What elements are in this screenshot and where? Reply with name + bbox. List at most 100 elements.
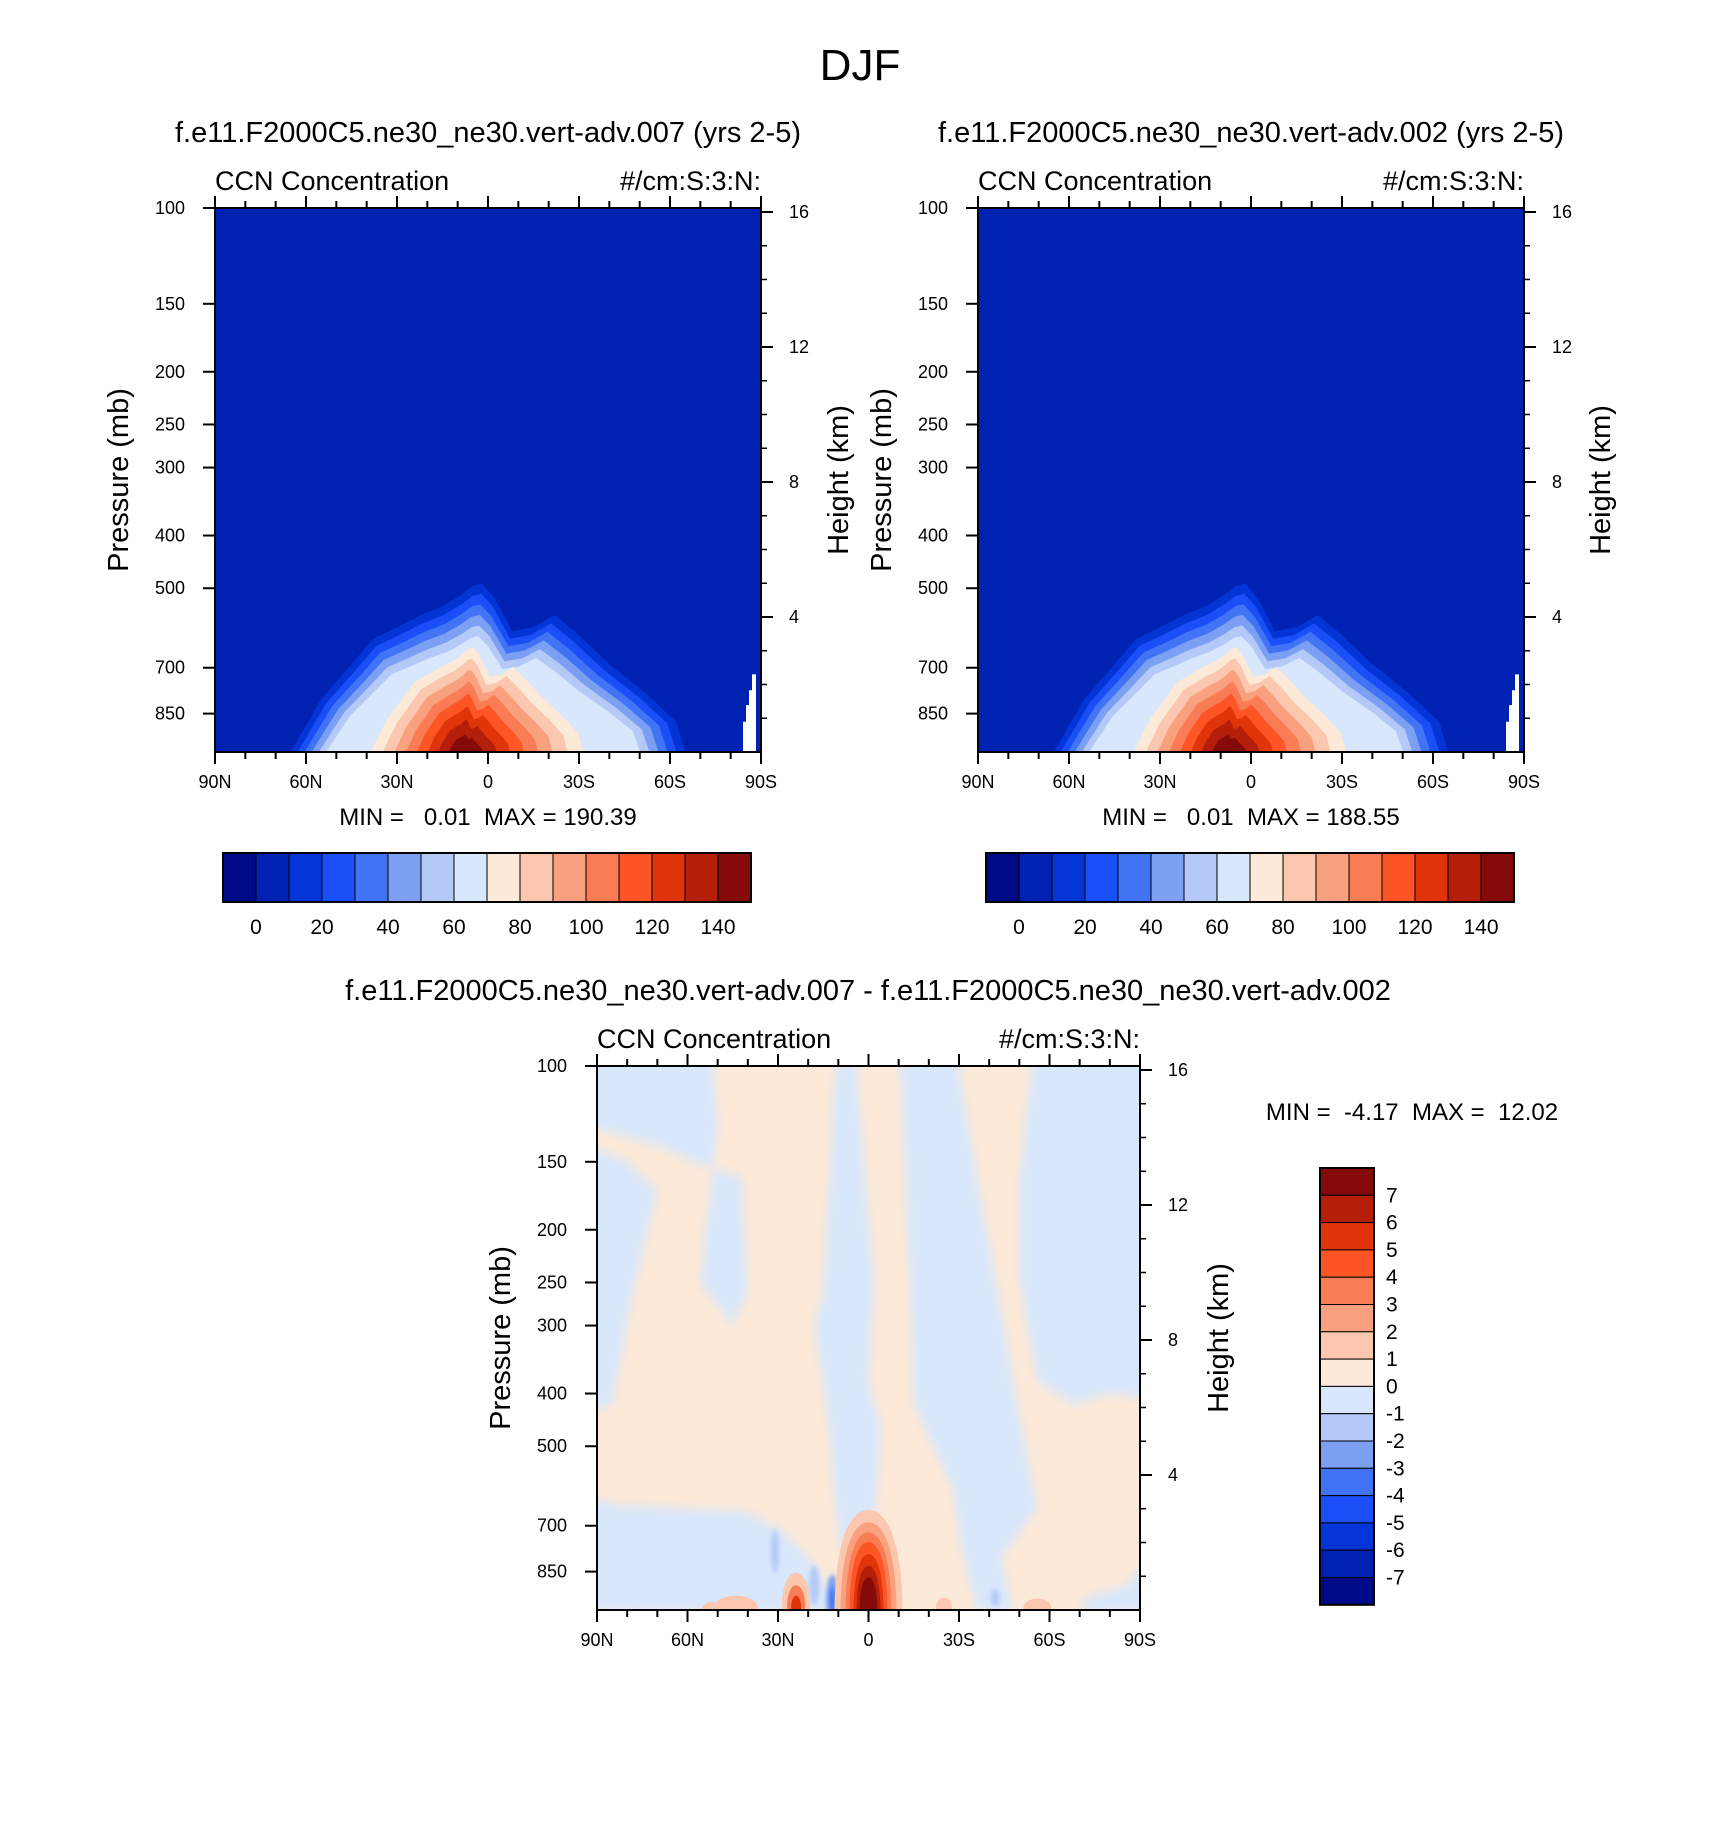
y-tick-label: 200 bbox=[537, 1220, 567, 1240]
x-tick-label: 90S bbox=[745, 772, 777, 792]
x-tick-label: 90S bbox=[1508, 772, 1540, 792]
colorbar-box bbox=[420, 852, 455, 903]
y-tick-label: 300 bbox=[918, 458, 948, 478]
colorbar-box bbox=[1084, 852, 1119, 903]
colorbar-box bbox=[1480, 852, 1515, 903]
height-tick-label: 4 bbox=[1552, 607, 1562, 627]
axes: 90N 60N 30N 0 30S 60S 90S 100 150 200 250 300 400 500… bbox=[918, 196, 1572, 792]
colorbar-label: 60 bbox=[1205, 916, 1228, 939]
positive-blob bbox=[1023, 1598, 1052, 1610]
positive-blob bbox=[713, 1595, 758, 1610]
negative-region-nh-edge bbox=[597, 1148, 658, 1410]
y-tick-label: 100 bbox=[155, 198, 185, 218]
colorbar-box bbox=[1414, 852, 1449, 903]
negative-spot bbox=[991, 1588, 1000, 1607]
y-tick-label: 300 bbox=[537, 1316, 567, 1336]
colorbar-label: -6 bbox=[1386, 1539, 1405, 1562]
x-tick-label: 60N bbox=[671, 1630, 704, 1650]
colorbar-frame bbox=[222, 852, 752, 903]
colorbar-label: 140 bbox=[1463, 916, 1498, 939]
min-max-label: MIN = 0.01 MAX = 190.39 bbox=[339, 804, 637, 831]
positive-blob bbox=[701, 1602, 722, 1610]
colorbar-box bbox=[1319, 1249, 1375, 1278]
colorbar-label: 0 bbox=[250, 916, 262, 939]
colorbar-label: 80 bbox=[1271, 916, 1294, 939]
x-tick-label: 0 bbox=[1246, 772, 1256, 792]
y-tick-label: 400 bbox=[155, 526, 185, 546]
min-max-label: MIN = -4.17 MAX = 12.02 bbox=[1266, 1099, 1558, 1126]
colorbar-box bbox=[1319, 1467, 1375, 1497]
colorbar-label: 0 bbox=[1386, 1375, 1398, 1398]
colorbar-box bbox=[1249, 852, 1284, 903]
colorbar-box bbox=[288, 852, 323, 903]
y-tick-label: 250 bbox=[537, 1272, 567, 1292]
height-tick-label: 8 bbox=[789, 472, 799, 492]
colorbar-label: 40 bbox=[376, 916, 399, 939]
colorbar-box bbox=[1150, 852, 1185, 903]
colorbar-box bbox=[1319, 1495, 1375, 1524]
colorbar-box bbox=[1319, 1385, 1375, 1415]
colorbar-label: 80 bbox=[508, 916, 531, 939]
y-axis-title-right: Height (km) bbox=[823, 405, 855, 555]
negative-spot bbox=[809, 1565, 820, 1606]
colorbar-box bbox=[1216, 852, 1251, 903]
y-axis-title: Pressure (mb) bbox=[866, 388, 898, 572]
height-tick-label: 16 bbox=[1168, 1060, 1188, 1080]
left-string: CCN Concentration bbox=[597, 1024, 831, 1054]
contour-fills bbox=[290, 583, 756, 752]
y-tick-label: 400 bbox=[918, 526, 948, 546]
negative-region-tropics bbox=[814, 1066, 1038, 1610]
plot-area bbox=[978, 208, 1524, 752]
axes: 90N 60N 30N 0 30S 60S 90S 100 150 200 250 300 400 500… bbox=[155, 196, 809, 792]
colorbar-box bbox=[1183, 852, 1218, 903]
contour-level-13 bbox=[438, 719, 497, 752]
colorbar-label: 20 bbox=[1073, 916, 1096, 939]
height-tick-label: 4 bbox=[789, 607, 799, 627]
colorbar-box bbox=[1319, 1194, 1375, 1224]
y-tick-label: 700 bbox=[537, 1516, 567, 1536]
min-max-label: MIN = 0.01 MAX = 188.55 bbox=[1102, 804, 1400, 831]
x-tick-label: 60N bbox=[289, 772, 322, 792]
contour-fills bbox=[597, 1066, 1140, 1610]
colorbar-box bbox=[1447, 852, 1482, 903]
right-string: #/cm:S:3:N: bbox=[620, 166, 761, 196]
y-tick-label: 500 bbox=[537, 1436, 567, 1456]
x-tick-label: 0 bbox=[863, 1630, 873, 1650]
y-tick-label: 500 bbox=[918, 578, 948, 598]
height-tick-label: 8 bbox=[1552, 472, 1562, 492]
left-string: CCN Concentration bbox=[215, 166, 449, 196]
missing-data-region bbox=[743, 674, 756, 752]
negative-spot bbox=[770, 1529, 779, 1574]
y-tick-label: 100 bbox=[918, 198, 948, 218]
y-axis-title-right: Height (km) bbox=[1585, 405, 1617, 555]
x-tick-label: 90S bbox=[1124, 1630, 1156, 1650]
panel-title: f.e11.F2000C5.ne30_ne30.vert-adv.002 (yr… bbox=[938, 117, 1564, 149]
y-axis-title-right: Height (km) bbox=[1203, 1263, 1235, 1413]
colorbar-box bbox=[552, 852, 587, 903]
colorbar-box bbox=[1319, 1549, 1375, 1578]
y-tick-label: 700 bbox=[155, 658, 185, 678]
y-tick-label: 300 bbox=[155, 458, 185, 478]
colorbar-box bbox=[1319, 1522, 1375, 1551]
colorbar-label: -2 bbox=[1386, 1430, 1405, 1453]
height-tick-label: 16 bbox=[789, 202, 809, 222]
colorbar-box bbox=[1319, 1167, 1375, 1196]
colorbar-box bbox=[684, 852, 719, 903]
contour-level-13 bbox=[1201, 719, 1260, 752]
colorbar-box bbox=[1319, 1358, 1375, 1387]
right-string: #/cm:S:3:N: bbox=[999, 1024, 1140, 1054]
colorbar-box bbox=[1319, 1222, 1375, 1251]
plot-area bbox=[597, 1066, 1140, 1610]
colorbar-label: 20 bbox=[310, 916, 333, 939]
x-tick-label: 60S bbox=[1417, 772, 1449, 792]
y-tick-label: 850 bbox=[155, 704, 185, 724]
y-tick-label: 250 bbox=[155, 414, 185, 434]
y-tick-label: 700 bbox=[918, 658, 948, 678]
y-axis-title: Pressure (mb) bbox=[103, 388, 135, 572]
colorbar-box bbox=[1319, 1577, 1375, 1606]
colorbar-box bbox=[585, 852, 620, 903]
axes: 90N 60N 30N 0 30S 60S 90S 100 150 200 250 300 400 500… bbox=[537, 1054, 1188, 1650]
colorbar-box bbox=[354, 852, 389, 903]
negative-regions bbox=[597, 1066, 1140, 1610]
y-axis-title: Pressure (mb) bbox=[485, 1246, 517, 1430]
